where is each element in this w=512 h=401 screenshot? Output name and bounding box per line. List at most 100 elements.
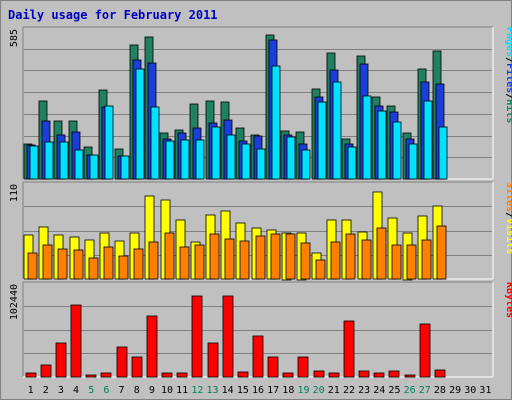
kbytes-bar-kbytes [161, 372, 173, 378]
kbytes-series-label-kbytes: KBytes [504, 282, 512, 318]
usage-bar-pages [135, 68, 145, 180]
x-tick-label: 31 [479, 385, 491, 396]
visits-bar-sites [103, 246, 114, 280]
kbytes-bar-kbytes [297, 356, 309, 378]
x-tick-label: 16 [252, 385, 264, 396]
visits-bar-sites [73, 249, 84, 280]
x-tick-label: 6 [103, 385, 109, 396]
usage-bar-pages [104, 105, 114, 180]
visits-bar-sites [345, 233, 356, 280]
usage-bar-pages [59, 141, 69, 180]
usage-bar-pages [44, 141, 54, 180]
usage-bar-pages [392, 121, 402, 180]
kbytes-bar-kbytes [207, 342, 219, 378]
usage-series-label-files: Files [504, 63, 512, 93]
usage-bar-pages [377, 110, 387, 180]
kbytes-bar-kbytes [404, 374, 416, 378]
kbytes-bar-kbytes [100, 372, 112, 378]
visits-bar-sites [179, 246, 190, 280]
visits-bar-sites [57, 248, 68, 280]
usage-bar-pages [226, 134, 236, 180]
visits-ymax-label: 110 [9, 184, 20, 202]
visits-bar-sites [148, 241, 159, 280]
usage-bar-pages [317, 101, 327, 180]
kbytes-bar-kbytes [191, 295, 203, 378]
kbytes-bar-kbytes [328, 372, 340, 378]
x-tick-label: 18 [282, 385, 294, 396]
kbytes-bar-kbytes [70, 304, 82, 378]
x-tick-label: 25 [388, 385, 400, 396]
usage-bar-pages [256, 148, 266, 180]
x-tick-label: 15 [237, 385, 249, 396]
x-tick-label: 30 [464, 385, 476, 396]
visits-bar-sites [376, 227, 387, 280]
usage-series-label: Pages/Files/Hits [504, 27, 512, 123]
kbytes-bar-kbytes [222, 295, 234, 378]
visits-bar-sites [224, 238, 235, 280]
x-tick-label: 26 [404, 385, 416, 396]
usage-series-label-pages: Pages [504, 27, 512, 57]
kbytes-bar-kbytes [25, 372, 37, 378]
kbytes-bar-kbytes [388, 370, 400, 378]
visits-bar-sites [118, 255, 129, 280]
x-tick-label: 20 [313, 385, 325, 396]
visits-series-label-sites: Sites [504, 182, 512, 212]
visits-bar-sites [391, 244, 402, 280]
x-tick-label: 29 [449, 385, 461, 396]
usage-bar-pages [423, 100, 433, 180]
usage-bar-pages [89, 154, 99, 180]
x-tick-label: 10 [161, 385, 173, 396]
kbytes-bar-kbytes [131, 356, 143, 378]
kbytes-bar-kbytes [267, 356, 279, 378]
x-tick-label: 3 [58, 385, 64, 396]
kbytes-ymax-label: 102440 [9, 284, 20, 320]
usage-bar-pages [438, 126, 448, 180]
x-tick-label: 4 [73, 385, 79, 396]
usage-bar-pages [408, 143, 418, 180]
usage-bar-pages [241, 143, 251, 180]
kbytes-bar-kbytes [358, 370, 370, 378]
visits-bar-sites [361, 239, 372, 280]
visits-bar-sites [330, 241, 341, 280]
kbytes-bar-kbytes [55, 342, 67, 378]
usage-bar-pages [347, 146, 357, 180]
usage-bar-pages [332, 81, 342, 180]
x-tick-label: 21 [328, 385, 340, 396]
visits-bar-sites [164, 232, 175, 280]
x-tick-label: 14 [222, 385, 234, 396]
visits-bar-sites [88, 257, 99, 280]
visits-bar-sites [436, 225, 447, 280]
usage-bar-pages [195, 139, 205, 180]
usage-series-separator: / [504, 57, 512, 63]
x-tick-label: 5 [88, 385, 94, 396]
visits-bar-sites [315, 259, 326, 280]
visits-series-label-visits: Visits [504, 218, 512, 254]
usage-bar-pages [29, 145, 39, 180]
visits-bar-sites [133, 248, 144, 280]
visits-panel: 110 Sites/Visits [9, 181, 512, 281]
x-tick-label: 12 [191, 385, 203, 396]
visits-bar-sites [209, 233, 220, 280]
x-tick-label: 22 [343, 385, 355, 396]
usage-bar-pages [301, 149, 311, 180]
visits-bar-sites [239, 240, 250, 280]
visits-bar-sites [42, 244, 53, 280]
kbytes-bar-kbytes [419, 323, 431, 378]
visits-bar-sites [255, 235, 266, 280]
visits-series-label: Sites/Visits [504, 182, 512, 254]
visits-bar-sites [406, 244, 417, 280]
usage-bar-pages [120, 155, 130, 180]
kbytes-bar-kbytes [313, 370, 325, 378]
visits-bar-sites [27, 252, 38, 280]
visits-bar-sites [194, 244, 205, 280]
x-tick-label: 13 [206, 385, 218, 396]
usage-bar-pages [362, 95, 372, 180]
kbytes-series-label: KBytes [504, 282, 512, 318]
kbytes-bar-kbytes [282, 372, 294, 378]
x-tick-label: 19 [297, 385, 309, 396]
kbytes-bar-kbytes [116, 346, 128, 378]
kbytes-bar-kbytes [252, 335, 264, 378]
chart-title: Daily usage for February 2011 [8, 8, 218, 22]
